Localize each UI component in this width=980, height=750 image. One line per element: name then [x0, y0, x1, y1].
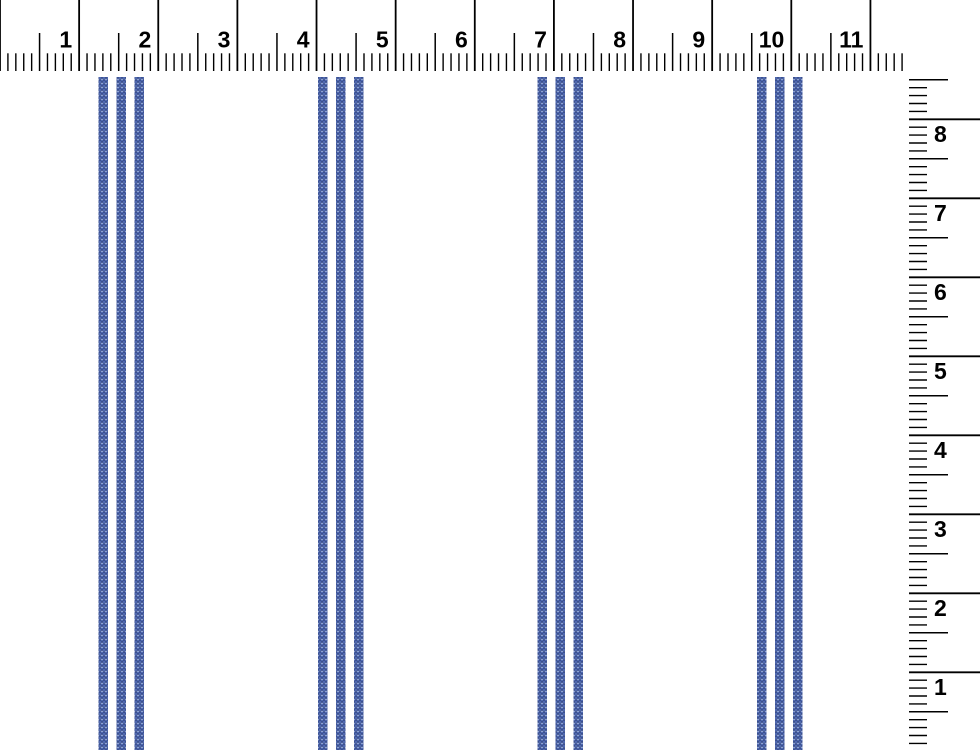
svg-text:8: 8	[934, 121, 947, 147]
svg-text:1: 1	[934, 674, 947, 700]
svg-text:3: 3	[218, 27, 231, 53]
svg-text:6: 6	[455, 27, 468, 53]
svg-text:7: 7	[534, 27, 547, 53]
svg-text:2: 2	[934, 595, 947, 621]
svg-text:6: 6	[934, 279, 947, 305]
svg-text:4: 4	[934, 437, 947, 463]
svg-text:10: 10	[759, 27, 785, 53]
svg-text:5: 5	[934, 358, 947, 384]
svg-text:11: 11	[839, 27, 864, 53]
svg-text:2: 2	[138, 27, 151, 53]
svg-text:7: 7	[934, 200, 947, 226]
svg-text:3: 3	[934, 516, 947, 542]
svg-text:9: 9	[692, 27, 705, 53]
svg-text:8: 8	[613, 27, 626, 53]
svg-text:5: 5	[376, 27, 389, 53]
svg-text:4: 4	[297, 27, 310, 53]
svg-text:1: 1	[59, 27, 72, 53]
